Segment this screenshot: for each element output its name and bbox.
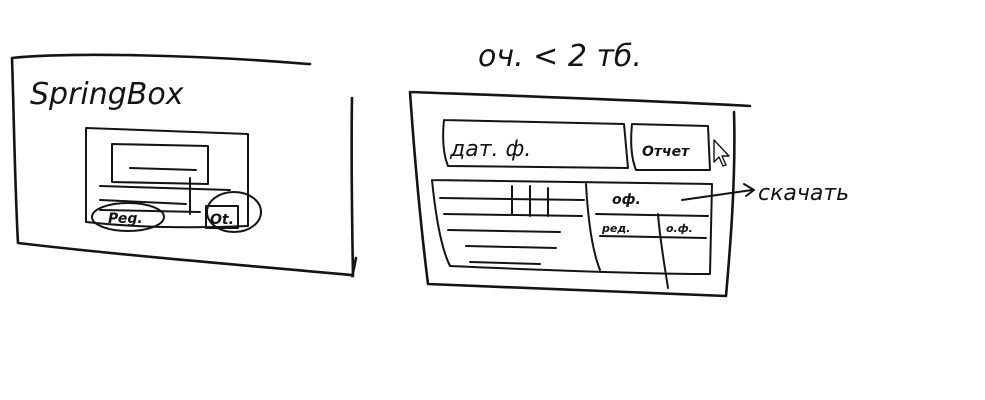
report-table-sub-label-2: о.ф. <box>666 222 693 235</box>
report-list-ticks <box>511 185 549 217</box>
report-column-divider <box>585 183 601 271</box>
annotation-text: скачать <box>758 181 849 206</box>
report-button-label[interactable]: Отчет <box>642 144 690 160</box>
springbox-inner-box <box>85 127 249 229</box>
cursor-icon <box>713 139 730 167</box>
springbox-right-oval-label: Ot. <box>210 212 234 228</box>
springbox-title: SpringBox <box>30 77 184 112</box>
springbox-outer-frame <box>10 53 358 278</box>
report-outer-frame <box>408 90 752 298</box>
report-table-header-label: оф. <box>612 192 641 208</box>
report-table-header-line <box>595 213 709 217</box>
report-button[interactable] <box>630 123 711 171</box>
springbox-left-oval <box>91 202 165 232</box>
report-search-field-label: дат. ф. <box>449 137 531 162</box>
report-search-field <box>442 119 629 169</box>
annotation-arrow <box>681 183 755 201</box>
report-sub-column-divider <box>599 213 707 289</box>
springbox-inner-header <box>111 143 209 185</box>
report-heading: оч. < 2 тб. <box>478 39 642 74</box>
springbox-wireframe: SpringBox Peg. Ot. <box>10 53 358 278</box>
report-table-sub-label-1: ред. <box>601 222 630 235</box>
report-wireframe: оч. < 2 тб. дат. ф. Отчет оф. ред <box>408 39 849 298</box>
report-table <box>431 179 713 275</box>
springbox-left-oval-label: Peg. <box>108 211 143 227</box>
springbox-inner-lines <box>99 177 231 215</box>
springbox-right-oval-box <box>205 205 239 229</box>
